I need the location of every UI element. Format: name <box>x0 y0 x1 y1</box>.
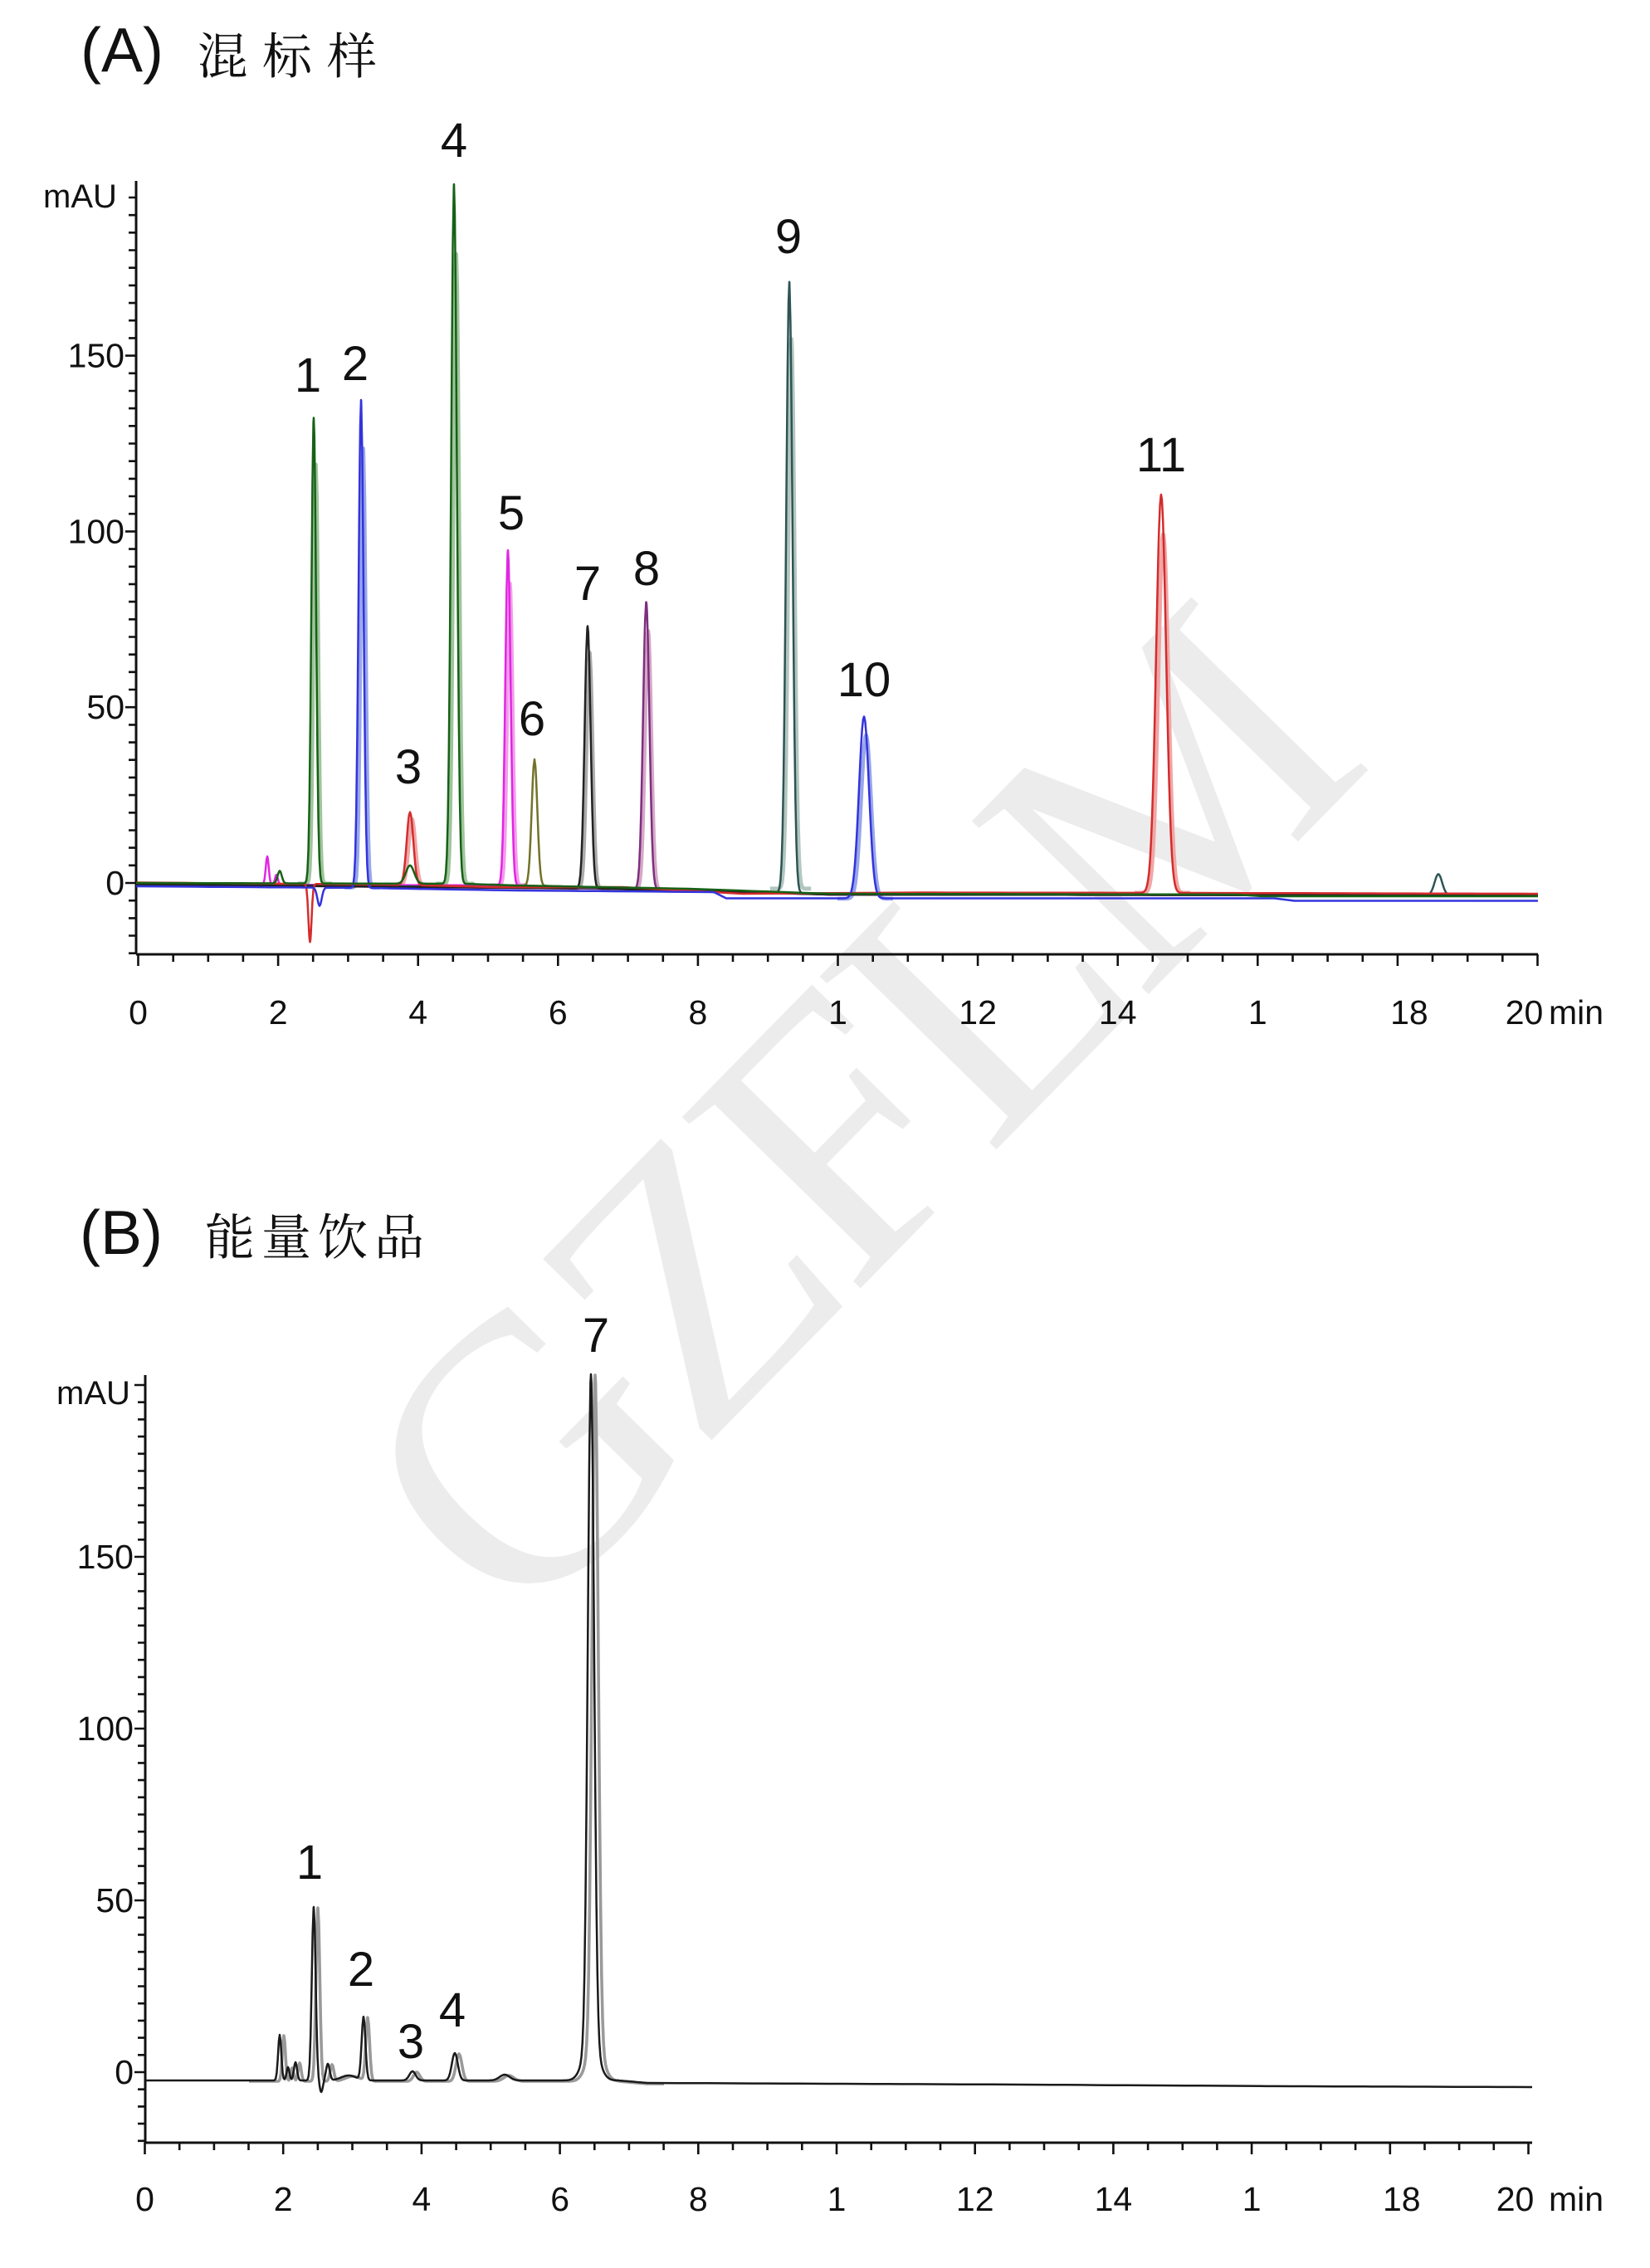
svg-text:0: 0 <box>129 993 148 1032</box>
svg-text:0: 0 <box>135 2180 154 2218</box>
svg-text:18: 18 <box>1390 993 1428 1032</box>
svg-text:mAU: mAU <box>56 1375 130 1412</box>
svg-text:6: 6 <box>549 993 568 1032</box>
svg-text:11: 11 <box>1136 428 1186 482</box>
svg-text:1: 1 <box>828 993 847 1032</box>
svg-text:1: 1 <box>1248 993 1267 1032</box>
svg-text:6: 6 <box>550 2180 569 2218</box>
svg-text:2: 2 <box>274 2180 293 2218</box>
svg-text:100: 100 <box>68 512 124 550</box>
svg-text:8: 8 <box>689 2180 708 2218</box>
svg-text:20: 20 <box>1506 993 1544 1032</box>
svg-text:0: 0 <box>105 864 124 902</box>
svg-text:1: 1 <box>295 349 321 402</box>
svg-text:2: 2 <box>269 993 288 1032</box>
svg-text:10: 10 <box>837 653 891 707</box>
svg-text:mAU: mAU <box>43 178 117 215</box>
svg-text:8: 8 <box>633 542 660 596</box>
svg-text:150: 150 <box>77 1538 134 1576</box>
svg-text:7: 7 <box>574 557 601 611</box>
svg-text:4: 4 <box>439 1983 466 2037</box>
svg-text:0: 0 <box>115 2053 134 2091</box>
svg-text:100: 100 <box>77 1710 134 1748</box>
svg-text:5: 5 <box>498 486 525 540</box>
svg-text:14: 14 <box>1095 2180 1133 2218</box>
svg-text:50: 50 <box>86 688 124 726</box>
svg-text:4: 4 <box>441 114 467 168</box>
svg-text:(B): (B) <box>80 1197 163 1267</box>
svg-text:150: 150 <box>68 337 124 375</box>
svg-text:3: 3 <box>398 2015 424 2069</box>
svg-text:4: 4 <box>408 993 427 1032</box>
svg-text:3: 3 <box>395 740 422 794</box>
svg-text:20: 20 <box>1496 2180 1535 2218</box>
svg-text:50: 50 <box>95 1881 134 1919</box>
svg-text:1: 1 <box>827 2180 847 2218</box>
svg-text:9: 9 <box>775 210 802 264</box>
svg-text:(A): (A) <box>81 15 164 85</box>
svg-text:4: 4 <box>412 2180 431 2218</box>
svg-text:7: 7 <box>583 1309 609 1363</box>
svg-text:1: 1 <box>296 1836 323 1890</box>
svg-text:8: 8 <box>688 993 707 1032</box>
svg-text:18: 18 <box>1383 2180 1421 2218</box>
svg-text:2: 2 <box>348 1943 374 1997</box>
svg-text:6: 6 <box>519 692 545 746</box>
svg-text:min: min <box>1549 993 1604 1032</box>
svg-text:min: min <box>1549 2180 1604 2218</box>
svg-text:12: 12 <box>956 2180 994 2218</box>
svg-text:14: 14 <box>1099 993 1137 1032</box>
svg-text:1: 1 <box>1242 2180 1262 2218</box>
svg-text:12: 12 <box>959 993 997 1032</box>
svg-text:2: 2 <box>342 337 369 391</box>
